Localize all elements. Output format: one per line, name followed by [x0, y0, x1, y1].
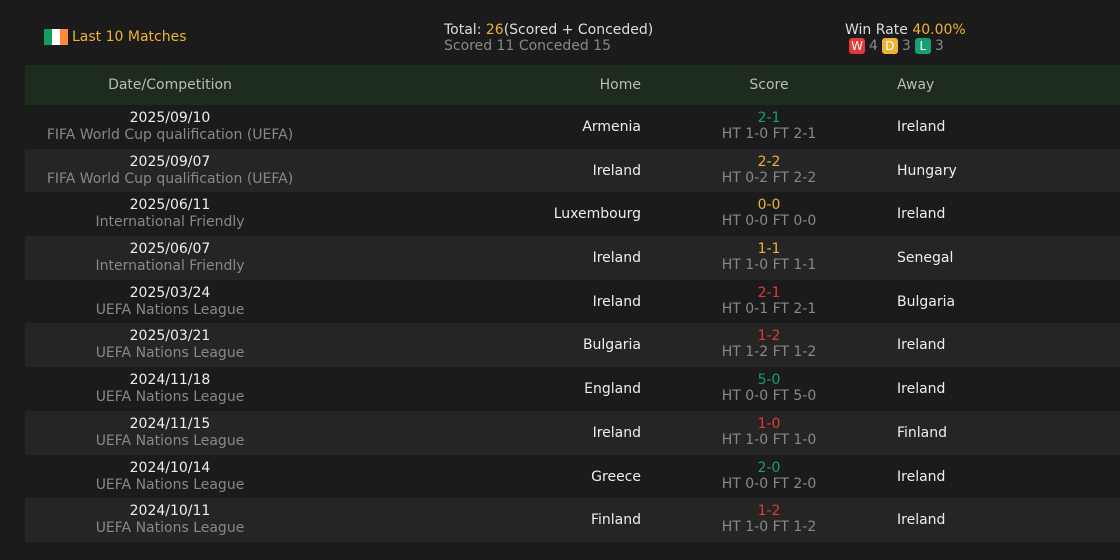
- away-team[interactable]: Ireland: [897, 512, 946, 529]
- home-team[interactable]: Ireland: [592, 250, 641, 267]
- match-date: 2025/06/07: [129, 241, 211, 258]
- table-row[interactable]: 2025/09/10 FIFA World Cup qualification …: [25, 105, 1120, 149]
- score-detail: HT 0-0 FT 2-0: [721, 475, 817, 492]
- away-team[interactable]: Finland: [897, 424, 948, 441]
- win-rate-value: 40.00%: [912, 22, 966, 38]
- match-date: 2025/09/10: [129, 110, 211, 126]
- home-team[interactable]: Bulgaria: [582, 337, 641, 354]
- away-team[interactable]: Senegal: [897, 250, 954, 267]
- col-date: Date/Competition: [108, 77, 232, 93]
- score-detail: HT 1-2 FT 1-2: [721, 344, 817, 361]
- col-away: Away: [897, 77, 935, 93]
- home-team[interactable]: Greece: [591, 468, 641, 485]
- match-competition: UEFA Nations League: [95, 520, 245, 537]
- match-date: 2025/03/21: [129, 328, 211, 345]
- total-label: Total:: [444, 22, 486, 38]
- summary-bar: Last 10 Matches Total: 26(Scored + Conce…: [0, 0, 1120, 64]
- match-date: 2025/06/11: [129, 197, 211, 214]
- match-date: 2025/09/07: [129, 153, 211, 170]
- match-score[interactable]: 0-0: [757, 197, 781, 214]
- home-team[interactable]: Armenia: [582, 119, 641, 135]
- win-rate-label: Win Rate: [845, 22, 913, 38]
- total-suffix: (Scored + Conceded): [503, 22, 654, 38]
- total-value: 26: [485, 22, 504, 38]
- away-team[interactable]: Ireland: [897, 206, 946, 223]
- match-score[interactable]: 2-1: [757, 110, 781, 126]
- match-competition: UEFA Nations League: [95, 345, 245, 362]
- home-team[interactable]: Ireland: [592, 424, 641, 441]
- match-competition: FIFA World Cup qualification (UEFA): [46, 127, 294, 143]
- score-detail: HT 1-0 FT 1-1: [721, 257, 817, 274]
- loss-count: 3: [934, 38, 944, 54]
- match-competition: UEFA Nations League: [95, 476, 245, 493]
- matches-table: 2025/09/10 FIFA World Cup qualification …: [25, 105, 1120, 542]
- match-date: 2024/11/15: [129, 415, 211, 432]
- match-competition: UEFA Nations League: [95, 389, 245, 406]
- match-date: 2024/10/11: [129, 503, 211, 520]
- score-detail: HT 1-0 FT 1-2: [721, 519, 817, 536]
- score-detail: HT 0-2 FT 2-2: [721, 169, 817, 186]
- match-competition: International Friendly: [95, 214, 245, 231]
- match-score[interactable]: 2-0: [757, 459, 781, 476]
- scored-conceded: Scored 11 Conceded 15: [444, 38, 611, 54]
- match-score[interactable]: 1-2: [757, 503, 781, 520]
- win-badge: W: [849, 38, 865, 54]
- match-score[interactable]: 2-2: [757, 153, 781, 170]
- table-row[interactable]: 2025/09/07 FIFA World Cup qualification …: [25, 148, 1120, 193]
- goals-total: Total: 26(Scored + Conceded) Scored 11 C…: [444, 22, 653, 54]
- score-detail: HT 1-0 FT 2-1: [721, 126, 817, 142]
- loss-badge: L: [914, 38, 931, 54]
- match-date: 2024/11/18: [129, 372, 211, 389]
- match-competition: International Friendly: [95, 258, 245, 275]
- table-row[interactable]: 2025/03/24 UEFA Nations League Ireland 2…: [25, 280, 1120, 324]
- match-score[interactable]: 1-1: [757, 241, 781, 258]
- away-team[interactable]: Ireland: [897, 119, 946, 135]
- score-detail: HT 1-0 FT 1-0: [721, 431, 817, 448]
- match-competition: FIFA World Cup qualification (UEFA): [46, 170, 294, 187]
- match-date: 2025/03/24: [129, 284, 211, 301]
- home-team[interactable]: Finland: [590, 512, 641, 529]
- home-team[interactable]: Luxembourg: [553, 206, 641, 223]
- table-row[interactable]: 2024/11/18 UEFA Nations League England 5…: [25, 367, 1120, 411]
- away-team[interactable]: Bulgaria: [897, 293, 956, 310]
- score-detail: HT 0-0 FT 5-0: [721, 388, 817, 405]
- match-date: 2024/10/14: [129, 459, 211, 476]
- win-count: 4: [869, 38, 878, 54]
- table-row[interactable]: 2025/06/11 International Friendly Luxemb…: [25, 192, 1120, 236]
- section-title: Last 10 Matches: [44, 29, 187, 45]
- match-score[interactable]: 2-1: [757, 284, 781, 301]
- away-team[interactable]: Ireland: [897, 337, 946, 354]
- table-row[interactable]: 2024/10/11 UEFA Nations League Finland 1…: [25, 498, 1120, 542]
- away-team[interactable]: Ireland: [897, 381, 946, 398]
- score-detail: HT 0-0 FT 0-0: [721, 213, 817, 230]
- table-row[interactable]: 2025/03/21 UEFA Nations League Bulgaria …: [25, 323, 1120, 368]
- table-row[interactable]: 2024/11/15 UEFA Nations League Ireland 1…: [25, 410, 1120, 455]
- match-competition: UEFA Nations League: [95, 432, 245, 449]
- match-score[interactable]: 1-2: [757, 328, 781, 345]
- home-team[interactable]: England: [584, 381, 641, 398]
- match-competition: UEFA Nations League: [95, 301, 245, 318]
- match-score[interactable]: 1-0: [757, 415, 781, 432]
- match-score[interactable]: 5-0: [757, 372, 781, 389]
- home-team[interactable]: Ireland: [592, 162, 641, 179]
- score-detail: HT 0-1 FT 2-1: [721, 300, 817, 317]
- title-text: Last 10 Matches: [72, 29, 187, 45]
- draw-count: 3: [901, 38, 911, 54]
- col-home: Home: [599, 77, 641, 93]
- table-header: Date/Competition Home Score Away: [25, 65, 1120, 105]
- draw-badge: D: [881, 38, 898, 54]
- ireland-flag-icon: [44, 29, 68, 45]
- away-team[interactable]: Ireland: [897, 468, 946, 485]
- home-team[interactable]: Ireland: [592, 293, 641, 310]
- table-row[interactable]: 2024/10/14 UEFA Nations League Greece 2-…: [25, 455, 1120, 499]
- away-team[interactable]: Hungary: [897, 162, 957, 179]
- col-score: Score: [749, 77, 789, 93]
- table-row[interactable]: 2025/06/07 International Friendly Irelan…: [25, 236, 1120, 280]
